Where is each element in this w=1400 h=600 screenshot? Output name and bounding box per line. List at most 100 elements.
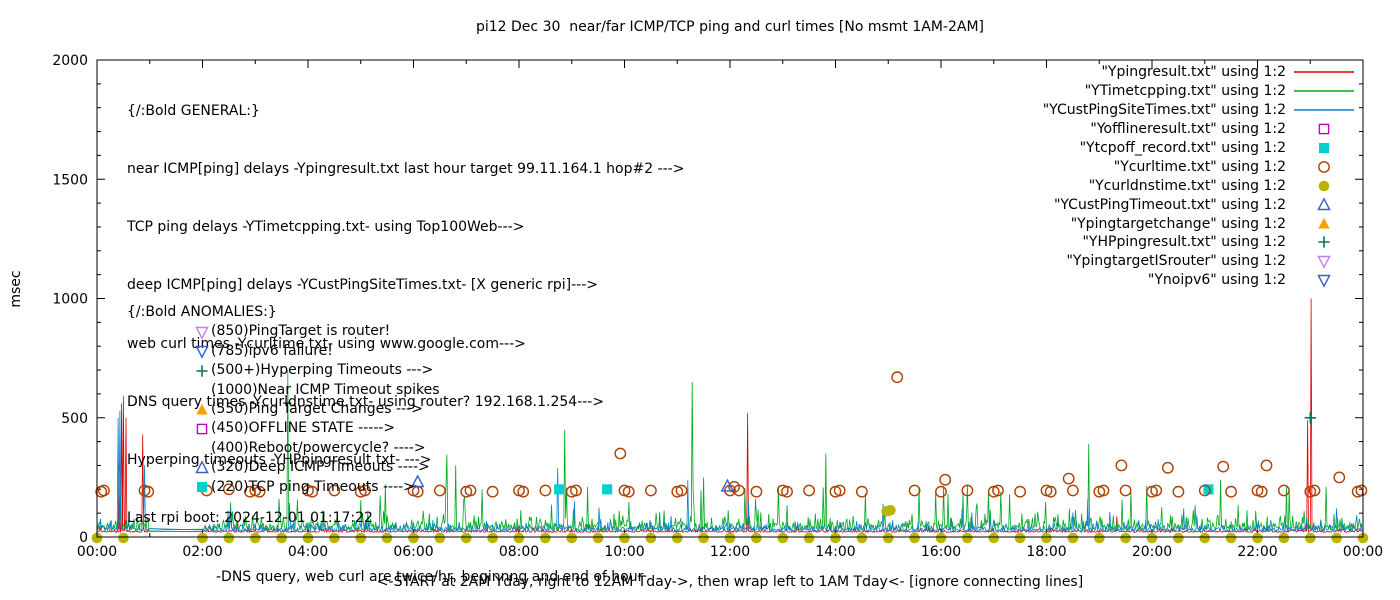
- nabla-icon: [194, 343, 211, 360]
- anomaly-row: (450)OFFLINE STATE ----->: [194, 419, 440, 438]
- legend-entry: "Ynoipv6" using 1:2: [1043, 271, 1356, 290]
- annotation-line: TCP ping delays -YTimetcpping.txt- using…: [127, 219, 525, 236]
- x-axis-label: <-START at 2AM Yday, right to 12AM Tday-…: [376, 574, 1084, 590]
- anomaly-row: (550)Ping Target Changes --->: [194, 400, 440, 419]
- legend-label: "YHPpingresult.txt" using 1:2: [1082, 234, 1286, 251]
- legend-marker-sample: [1292, 234, 1356, 250]
- anomaly-text: (320)Deep ICMP Timeouts ---->: [211, 459, 430, 476]
- legend-marker-sample: [1292, 178, 1356, 194]
- svg-text:14:00: 14:00: [815, 544, 855, 560]
- anomaly-text: (500+)Hyperping Timeouts --->: [211, 362, 434, 379]
- square-icon: [194, 421, 211, 437]
- legend-line-sample: [1292, 83, 1356, 99]
- legend-marker-sample: [1292, 216, 1356, 232]
- svg-text:0: 0: [79, 530, 88, 546]
- triangle-icon: [194, 402, 211, 418]
- y-axis-label: msec: [8, 270, 24, 308]
- legend-line-sample: [1292, 64, 1356, 80]
- legend-entry: "Ypingresult.txt" using 1:2: [1043, 63, 1356, 82]
- chart-title: pi12 Dec 30 near/far ICMP/TCP ping and c…: [475, 19, 984, 35]
- plus-icon: [194, 363, 211, 379]
- legend-entry: "YCustPingTimeout.txt" using 1:2: [1043, 195, 1356, 214]
- anomaly-text: (1000)Near ICMP Timeout spikes: [211, 381, 440, 398]
- legend-marker-sample: [1292, 196, 1356, 213]
- svg-text:500: 500: [61, 411, 88, 427]
- plot-border: [96, 59, 1364, 538]
- annotation-line: Last rpi boot: 2024-12-01 01:17:22: [127, 510, 373, 527]
- svg-text:04:00: 04:00: [288, 544, 328, 560]
- svg-text:12:00: 12:00: [710, 544, 750, 560]
- svg-text:22:00: 22:00: [1237, 544, 1277, 560]
- legend-marker-sample: [1292, 140, 1356, 156]
- svg-text:20:00: 20:00: [1132, 544, 1172, 560]
- series-lines: [96, 298, 1363, 534]
- general-annotations: {/:Bold GENERAL:} near ICMP[ping] delays…: [127, 63, 698, 600]
- scatter-markers: [91, 371, 1369, 544]
- legend-entry: "Ytcpoff_record.txt" using 1:2: [1043, 139, 1356, 158]
- series-YCustPingSiteTimes.txt: [96, 410, 1363, 533]
- anomaly-text: (400)Reboot/powercycle? ---->: [211, 439, 426, 456]
- annotation-line: {/:Bold GENERAL:}: [127, 102, 260, 119]
- annotation-line: -DNS query, web curl are twice/hr, begin…: [127, 568, 644, 585]
- svg-text:02:00: 02:00: [182, 544, 222, 560]
- legend-entry: "YCustPingSiteTimes.txt" using 1:2: [1043, 101, 1356, 120]
- svg-text:10:00: 10:00: [604, 544, 644, 560]
- svg-text:1500: 1500: [52, 172, 88, 188]
- legend-label: "Ycurldnstime.txt" using 1:2: [1088, 177, 1286, 194]
- anomalies-header: {/:Bold ANOMALIES:}: [127, 304, 277, 320]
- legend-entry: "YTimetcpping.txt" using 1:2: [1043, 82, 1356, 101]
- anomaly-row: (320)Deep ICMP Timeouts ---->: [194, 458, 440, 477]
- annotation-line: web curl times -Ycurltime.txt- using www…: [127, 335, 526, 352]
- legend-label: "YCustPingSiteTimes.txt" using 1:2: [1042, 102, 1286, 119]
- svg-text:00:00: 00:00: [1343, 544, 1383, 560]
- anomaly-text: (785)ipv6 failure!: [211, 342, 333, 359]
- legend-marker-sample: [1292, 159, 1356, 175]
- svg-text:00:00: 00:00: [77, 544, 117, 560]
- anomaly-row: (785)ipv6 failure!: [194, 342, 440, 361]
- legend-label: "YpingtargetISrouter" using 1:2: [1066, 253, 1286, 270]
- anomaly-row: (220)TCP ping Timeouts ---->: [194, 478, 440, 497]
- legend-entry: "Yofflineresult.txt" using 1:2: [1043, 120, 1356, 139]
- anomaly-row: (400)Reboot/powercycle? ---->: [194, 439, 440, 458]
- svg-text:08:00: 08:00: [499, 544, 539, 560]
- anomaly-text: (450)OFFLINE STATE ----->: [211, 420, 396, 437]
- legend-label: "Yofflineresult.txt" using 1:2: [1090, 121, 1286, 138]
- legend-entry: "Ypingtargetchange" using 1:2: [1043, 214, 1356, 233]
- nabla-icon: [194, 324, 211, 340]
- anomaly-text: (550)Ping Target Changes --->: [211, 400, 423, 417]
- svg-text:18:00: 18:00: [1026, 544, 1066, 560]
- legend-entry: "YpingtargetISrouter" using 1:2: [1043, 252, 1356, 271]
- legend-label: "YCustPingTimeout.txt" using 1:2: [1053, 196, 1286, 213]
- svg-text:06:00: 06:00: [393, 544, 433, 560]
- svg-text:2000: 2000: [52, 53, 88, 69]
- tick-labels: 00:00 02:00 04:00 06:00 08:00 10:00 12:00 14:00…: [52, 53, 1383, 560]
- anomaly-row: (850)PingTarget is router!: [194, 322, 440, 341]
- annotation-line: DNS query times -Ycurldnstime.txt- using…: [127, 393, 605, 410]
- svg-text:1000: 1000: [52, 292, 88, 308]
- anomaly-row: (1000)Near ICMP Timeout spikes: [194, 381, 440, 400]
- anomalies-annotations: {/:Bold ANOMALIES:} (850)PingTarget is r…: [127, 303, 440, 497]
- anomaly-text: (850)PingTarget is router!: [211, 323, 391, 340]
- square-icon: [194, 479, 211, 495]
- legend-entry: "Ycurldnstime.txt" using 1:2: [1043, 176, 1356, 195]
- no-icon: [194, 440, 211, 456]
- legend: "Ypingresult.txt" using 1:2 "YTimetcppin…: [1043, 63, 1356, 290]
- no-icon: [194, 382, 211, 398]
- legend-label: "Ycurltime.txt" using 1:2: [1113, 158, 1286, 175]
- legend-marker-sample: [1292, 253, 1356, 270]
- triangle-icon: [194, 460, 211, 476]
- annotation-line: near ICMP[ping] delays -Ypingresult.txt …: [127, 161, 685, 178]
- legend-entry: "YHPpingresult.txt" using 1:2: [1043, 233, 1356, 252]
- legend-label: "Ypingresult.txt" using 1:2: [1101, 64, 1286, 81]
- legend-label: "Ytcpoff_record.txt" using 1:2: [1079, 140, 1286, 156]
- anomaly-text: (220)TCP ping Timeouts ---->: [211, 478, 415, 495]
- svg-text:16:00: 16:00: [921, 544, 961, 560]
- anomaly-row: (500+)Hyperping Timeouts --->: [194, 361, 440, 380]
- annotation-line: Hyperping timeouts -YHPpingresult.txt- -…: [127, 452, 432, 469]
- legend-label: "YTimetcpping.txt" using 1:2: [1084, 83, 1286, 100]
- legend-entry: "Ycurltime.txt" using 1:2: [1043, 157, 1356, 176]
- series-YTimetcpping.txt: [96, 370, 1363, 532]
- legend-marker-sample: [1292, 121, 1356, 137]
